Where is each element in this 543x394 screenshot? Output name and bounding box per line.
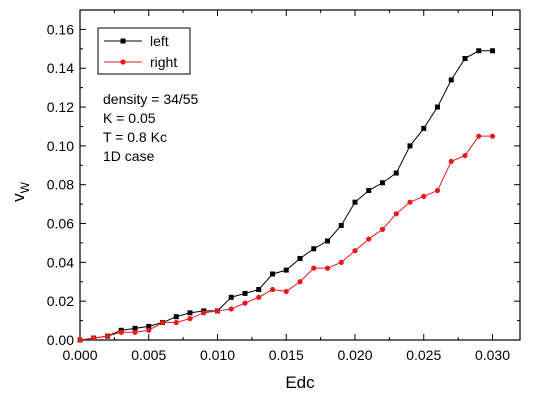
data-point-right	[462, 152, 468, 159]
data-point-right	[256, 294, 262, 300]
data-point-right	[242, 300, 248, 306]
data-point-right	[338, 259, 344, 265]
y-tick-label: 0.06	[47, 216, 74, 232]
legend: left right	[97, 27, 191, 75]
data-point-right	[379, 226, 386, 232]
ticks-layer: 0.000 0.005 0.010 0.015 0.020 0.025 0.030 0.00 0…	[47, 9, 520, 363]
y-axis-title-text: vW	[9, 181, 32, 202]
data-point-right	[201, 310, 207, 316]
data-point-left	[338, 222, 344, 228]
data-point-left	[187, 310, 193, 316]
data-point-right	[421, 193, 427, 199]
data-point-left	[270, 271, 275, 277]
data-point-left	[435, 104, 440, 110]
data-point-left	[132, 325, 138, 331]
data-point-right	[297, 279, 303, 285]
annotation-temperature: T = 0.8 Kc	[103, 129, 167, 145]
y-tick-label: 0.00	[47, 332, 74, 348]
data-point-right	[407, 199, 413, 205]
y-tick-label: 0.04	[47, 254, 74, 270]
data-point-right	[187, 316, 193, 322]
data-point-left	[311, 246, 317, 252]
x-tick-label: 0.020	[337, 347, 372, 363]
data-point-left	[490, 48, 495, 54]
data-point-left	[325, 238, 330, 244]
data-point-right	[324, 265, 331, 271]
x-tick-label: 0.030	[475, 347, 510, 363]
series-line-right	[79, 135, 493, 341]
annotations: density = 34/55 K = 0.05 T = 0.8 Kc 1D c…	[103, 91, 199, 164]
data-point-right	[393, 211, 399, 217]
y-tick-label: 0.14	[47, 60, 74, 76]
x-tick-label: 0.025	[406, 347, 441, 363]
data-point-right	[269, 286, 276, 293]
legend-box	[97, 27, 191, 75]
data-point-right	[448, 158, 454, 165]
y-axis-title: vW	[9, 181, 32, 202]
y-axis-title-main: v	[9, 193, 28, 202]
y-tick-label: 0.16	[47, 21, 74, 37]
x-tick-label: 0.010	[200, 347, 235, 363]
x-tick-label: 0.005	[131, 347, 166, 363]
legend-label-left: left	[150, 33, 169, 49]
y-tick-label: 0.10	[47, 138, 74, 154]
x-tick-label: 0.015	[269, 347, 304, 363]
annotation-k: K = 0.05	[103, 110, 156, 126]
plot-frame	[79, 9, 521, 341]
annotation-density: density = 34/55	[103, 91, 199, 107]
data-point-right	[173, 319, 179, 326]
data-point-left	[462, 56, 468, 62]
data-point-left	[146, 323, 152, 329]
data-point-left	[448, 77, 454, 83]
data-point-right	[352, 248, 358, 254]
data-point-right	[146, 327, 152, 333]
data-point-left	[393, 170, 399, 176]
data-point-right	[434, 187, 441, 194]
data-point-right	[159, 319, 166, 326]
data-point-right	[214, 308, 221, 314]
data-point-right	[104, 333, 111, 339]
data-point-right	[132, 329, 138, 335]
data-point-left	[421, 125, 427, 131]
data-point-right	[476, 133, 482, 139]
data-point-right	[91, 335, 97, 341]
data-point-right	[366, 236, 372, 242]
legend-label-right: right	[150, 54, 177, 70]
y-axis-title-subscript: W	[18, 181, 32, 193]
data-point-right	[489, 133, 496, 139]
data-point-left	[380, 180, 385, 186]
x-tick-label: 0.000	[62, 347, 97, 363]
data-point-left	[242, 290, 248, 296]
data-point-left	[173, 314, 179, 320]
legend-marker-left	[120, 38, 126, 44]
data-point-left	[256, 287, 262, 293]
y-tick-label: 0.12	[47, 99, 74, 115]
data-point-right	[228, 306, 234, 312]
data-point-left	[476, 48, 482, 54]
y-tick-label: 0.02	[47, 293, 74, 309]
y-tick-label: 0.08	[47, 177, 74, 193]
data-point-left	[366, 188, 372, 194]
data-point-left	[297, 255, 303, 261]
data-point-right	[283, 288, 289, 295]
data-point-left	[352, 199, 358, 205]
x-axis-title: Edc	[285, 373, 315, 392]
data-point-left	[283, 267, 289, 273]
data-point-right	[311, 265, 317, 271]
legend-marker-right	[120, 59, 126, 65]
data-point-right	[118, 329, 124, 335]
annotation-case: 1D case	[103, 148, 155, 164]
data-point-right	[77, 337, 83, 343]
series-layer	[77, 48, 496, 343]
data-point-left	[407, 143, 413, 149]
data-point-left	[228, 294, 234, 300]
